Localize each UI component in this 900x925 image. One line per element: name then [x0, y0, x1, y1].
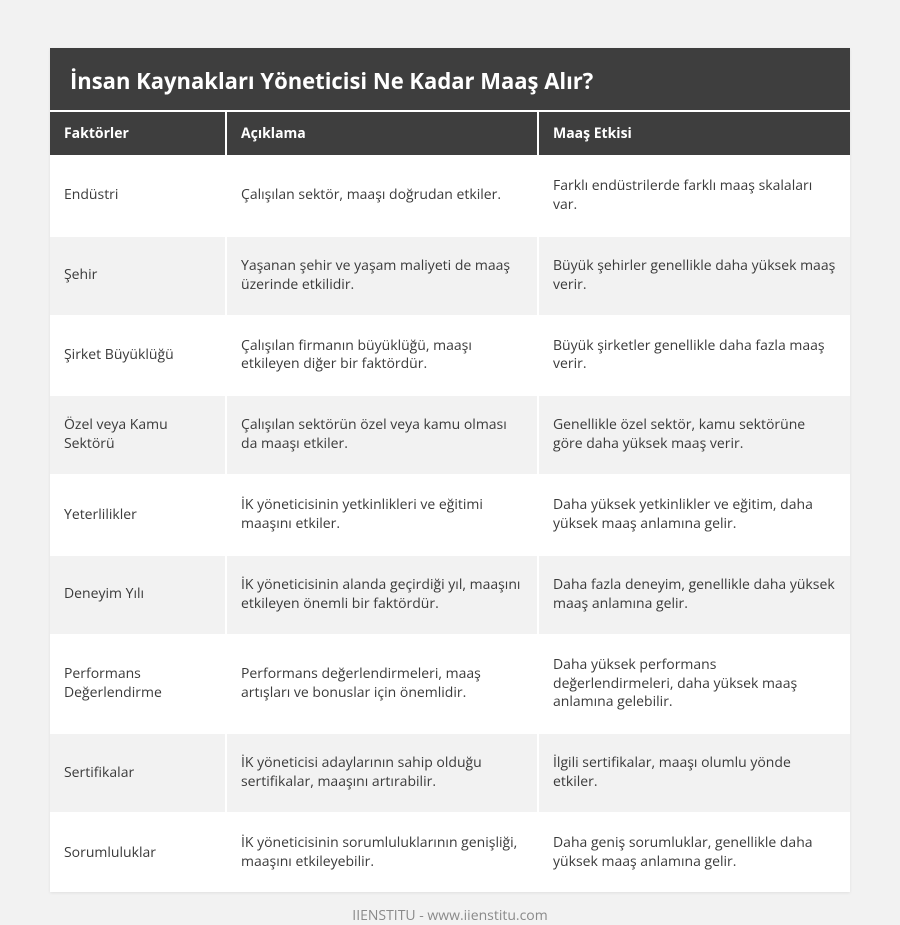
cell-factor: Yeterlilikler	[50, 475, 226, 555]
cell-effect: Daha yüksek performans değerlendirmeleri…	[538, 635, 850, 734]
cell-desc: İK yöneticisi adaylarının sahip olduğu s…	[226, 733, 538, 813]
cell-factor: Performans Değerlendirme	[50, 635, 226, 734]
table-row: Performans Değerlendirme Performans değe…	[50, 635, 850, 734]
cell-factor: Deneyim Yılı	[50, 555, 226, 635]
cell-effect: Büyük şirketler genellikle daha fazla ma…	[538, 316, 850, 396]
cell-factor: Şirket Büyüklüğü	[50, 316, 226, 396]
page-title: İnsan Kaynakları Yöneticisi Ne Kadar Maa…	[50, 48, 850, 110]
table-row: Deneyim Yılı İK yöneticisinin alanda geç…	[50, 555, 850, 635]
cell-effect: Farklı endüstrilerde farklı maaş skalala…	[538, 156, 850, 236]
cell-desc: Çalışılan sektörün özel veya kamu olması…	[226, 395, 538, 475]
cell-desc: Yaşanan şehir ve yaşam maliyeti de maaş …	[226, 236, 538, 316]
table-row: Endüstri Çalışılan sektör, maaşı doğruda…	[50, 156, 850, 236]
cell-factor: Endüstri	[50, 156, 226, 236]
table-row: Sertifikalar İK yöneticisi adaylarının s…	[50, 733, 850, 813]
table-row: Yeterlilikler İK yöneticisinin yetkinlik…	[50, 475, 850, 555]
cell-factor: Özel veya Kamu Sektörü	[50, 395, 226, 475]
cell-factor: Sertifikalar	[50, 733, 226, 813]
cell-effect: Büyük şehirler genellikle daha yüksek ma…	[538, 236, 850, 316]
salary-factors-table: Faktörler Açıklama Maaş Etkisi Endüstri …	[50, 110, 850, 892]
cell-effect: Genellikle özel sektör, kamu sektörüne g…	[538, 395, 850, 475]
cell-effect: İlgili sertifikalar, maaşı olumlu yönde …	[538, 733, 850, 813]
table-card: İnsan Kaynakları Yöneticisi Ne Kadar Maa…	[50, 48, 850, 892]
cell-factor: Şehir	[50, 236, 226, 316]
cell-desc: Çalışılan sektör, maaşı doğrudan etkiler…	[226, 156, 538, 236]
cell-factor: Sorumluluklar	[50, 813, 226, 892]
table-row: Sorumluluklar İK yöneticisinin sorumlulu…	[50, 813, 850, 892]
cell-desc: İK yöneticisinin alanda geçirdiği yıl, m…	[226, 555, 538, 635]
cell-effect: Daha yüksek yetkinlikler ve eğitim, daha…	[538, 475, 850, 555]
table-row: Özel veya Kamu Sektörü Çalışılan sektörü…	[50, 395, 850, 475]
cell-desc: Çalışılan firmanın büyüklüğü, maaşı etki…	[226, 316, 538, 396]
table-row: Şirket Büyüklüğü Çalışılan firmanın büyü…	[50, 316, 850, 396]
cell-desc: İK yöneticisinin sorumluluklarının geniş…	[226, 813, 538, 892]
cell-effect: Daha geniş sorumluklar, genellikle daha …	[538, 813, 850, 892]
table-header-row: Faktörler Açıklama Maaş Etkisi	[50, 111, 850, 156]
col-header-effect: Maaş Etkisi	[538, 111, 850, 156]
cell-effect: Daha fazla deneyim, genellikle daha yüks…	[538, 555, 850, 635]
col-header-factor: Faktörler	[50, 111, 226, 156]
table-row: Şehir Yaşanan şehir ve yaşam maliyeti de…	[50, 236, 850, 316]
cell-desc: İK yöneticisinin yetkinlikleri ve eğitim…	[226, 475, 538, 555]
col-header-desc: Açıklama	[226, 111, 538, 156]
table-body: Endüstri Çalışılan sektör, maaşı doğruda…	[50, 156, 850, 892]
footer-credit: IIENSTITU - www.iienstitu.com	[50, 906, 850, 925]
cell-desc: Performans değerlendirmeleri, maaş artış…	[226, 635, 538, 734]
